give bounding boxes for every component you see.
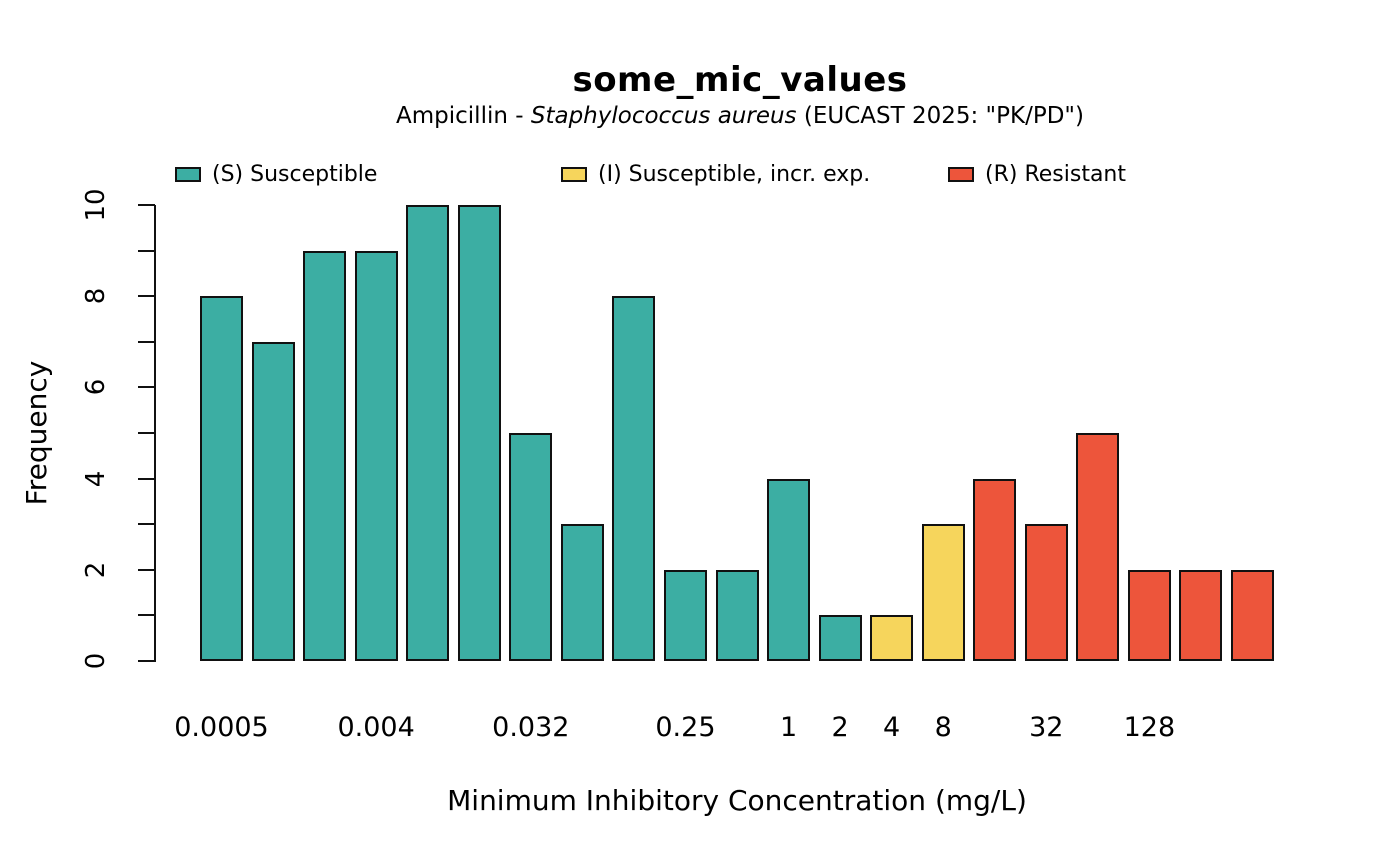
y-axis-tick-label-6: 6 [81, 379, 111, 396]
legend-entry-resistant: (R) Resistant [948, 160, 1126, 188]
legend-entry-susceptible: (S) Susceptible [175, 160, 377, 188]
bar-mic-0.002 [303, 250, 347, 661]
x-axis-tick-label-1: 1 [779, 712, 798, 743]
bar-mic-256 [1179, 569, 1223, 661]
bar-mic-4 [870, 615, 914, 661]
y-axis-tick-label-0: 0 [81, 652, 111, 670]
x-axis-tick-label-0.004: 0.004 [337, 712, 415, 743]
bar-mic-0.0005 [200, 296, 243, 661]
x-axis-tick-label-0.032: 0.032 [492, 712, 570, 743]
legend-label-resistant: (R) Resistant [985, 161, 1126, 187]
y-axis-tick-9 [138, 249, 155, 252]
y-axis-tick-6 [138, 386, 155, 389]
bar-mic-0.032 [509, 433, 553, 661]
bar-mic-8 [921, 524, 965, 661]
y-axis-tick-10 [138, 204, 155, 206]
chart-subtitle: Ampicillin - Staphylococcus aureus (EUCA… [0, 103, 1400, 129]
subtitle-species: Staphylococcus aureus [530, 103, 797, 129]
bar-mic-2 [818, 615, 862, 661]
x-axis-tick-label-4: 4 [883, 712, 901, 743]
legend-entry-susceptible-incr-exp: (I) Susceptible, incr. exp. [561, 160, 870, 188]
y-axis-tick-4 [138, 477, 155, 480]
y-axis-tick-label-10: 10 [81, 188, 111, 222]
bar-mic-0.004 [354, 250, 398, 661]
bar-mic-1 [767, 478, 811, 661]
x-axis-tick-label-0.0005: 0.0005 [174, 712, 269, 743]
subtitle-guideline: (EUCAST 2025: "PK/PD") [796, 103, 1084, 129]
bar-mic-512 [1231, 569, 1274, 661]
x-axis-tick-label-32: 32 [1029, 712, 1064, 743]
x-axis-tick-label-8: 8 [934, 712, 952, 743]
y-axis-tick-label-8: 8 [81, 287, 111, 305]
x-axis-tick-label-0.25: 0.25 [655, 712, 716, 743]
x-axis-tick-label-128: 128 [1123, 712, 1176, 743]
x-axis-title: Minimum Inhibitory Concentration (mg/L) [447, 784, 1027, 817]
x-axis-tick-label-2: 2 [831, 712, 849, 743]
bar-mic-16 [973, 478, 1017, 661]
y-axis-tick-3 [138, 523, 155, 526]
y-axis-tick-8 [138, 295, 155, 298]
subtitle-antibiotic: Ampicillin - [396, 103, 531, 129]
legend-label-susceptible: (S) Susceptible [212, 161, 378, 187]
bar-mic-0.008 [406, 205, 450, 661]
bar-mic-0.125 [612, 296, 656, 661]
bar-mic-32 [1024, 524, 1068, 661]
legend-label-susceptible-incr-exp: (I) Susceptible, incr. exp. [598, 161, 871, 187]
legend-key-susceptible-swatch [175, 166, 201, 182]
bar-mic-128 [1127, 569, 1171, 661]
bar-mic-0.001 [251, 341, 295, 661]
y-axis-tick-7 [138, 340, 155, 343]
bar-mic-0.5 [715, 569, 759, 661]
legend-key-susceptible-incr-exp-swatch [561, 166, 587, 182]
y-axis-tick-label-4: 4 [81, 470, 111, 487]
y-axis-tick-2 [138, 568, 155, 571]
y-axis-tick-1 [138, 614, 155, 617]
y-axis-line [154, 205, 156, 662]
y-axis-tick-label-2: 2 [81, 561, 111, 579]
bar-mic-0.064 [560, 524, 604, 661]
y-axis-title: Frequency [20, 360, 53, 506]
bar-mic-0.25 [663, 569, 707, 661]
bar-mic-0.016 [457, 205, 501, 661]
chart-title: some_mic_values [572, 60, 908, 100]
y-axis-tick-0 [138, 660, 155, 662]
bar-mic-64 [1076, 433, 1120, 661]
legend-key-resistant-swatch [948, 166, 974, 182]
y-axis-tick-5 [138, 432, 155, 434]
